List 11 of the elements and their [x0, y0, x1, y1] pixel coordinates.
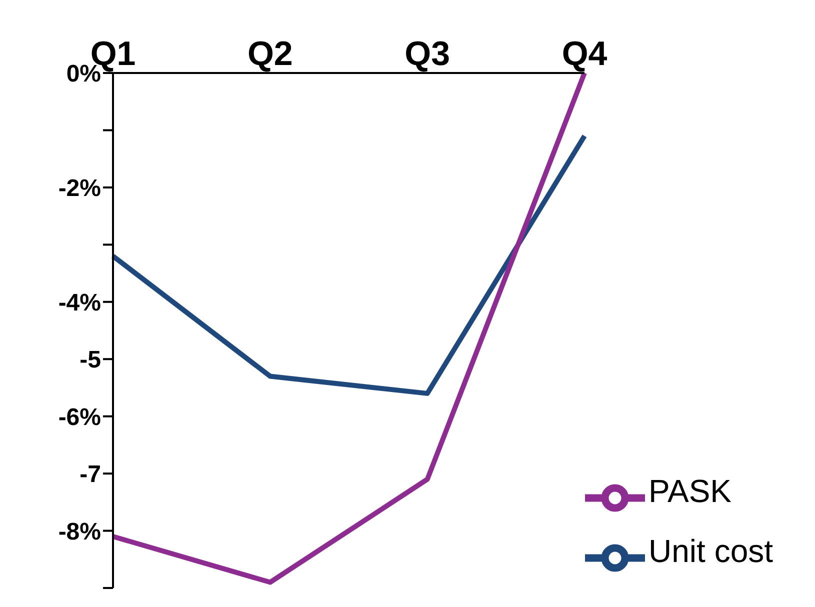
legend-label: PASK [648, 473, 732, 510]
x-tick-label: Q3 [404, 35, 450, 73]
y-tick-label: -7 [80, 461, 101, 488]
y-tick-label: -8% [58, 518, 101, 546]
legend-label: Unit cost [648, 533, 773, 570]
y-tick-label: -6% [58, 404, 101, 431]
x-tick-label: Q4 [562, 35, 608, 73]
y-tick-label: -5 [80, 346, 101, 374]
y-tick-label: -4% [58, 289, 101, 316]
x-tick-label: Q2 [247, 35, 293, 73]
y-tick-label: -2% [58, 174, 101, 202]
